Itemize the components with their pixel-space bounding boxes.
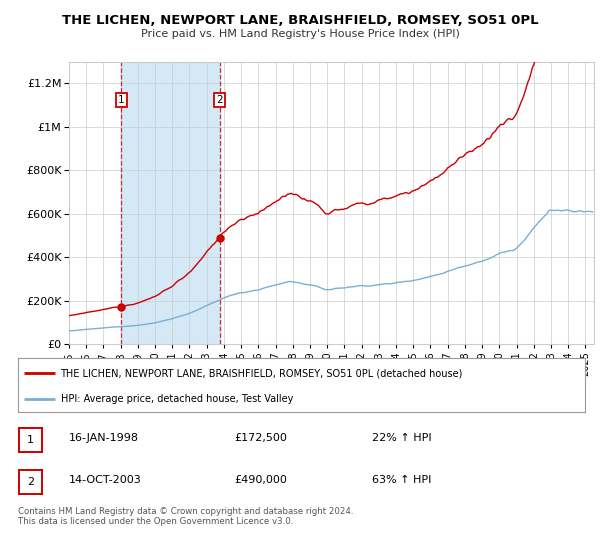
Bar	[121, 62, 220, 344]
Text: 14-OCT-2003: 14-OCT-2003	[69, 475, 142, 485]
Text: THE LICHEN, NEWPORT LANE, BRAISHFIELD, ROMSEY, SO51 0PL (detached house): THE LICHEN, NEWPORT LANE, BRAISHFIELD, R…	[61, 368, 463, 379]
Text: 63% ↑ HPI: 63% ↑ HPI	[372, 475, 431, 485]
Text: 2: 2	[217, 95, 223, 105]
Text: Contains HM Land Registry data © Crown copyright and database right 2024.
This d: Contains HM Land Registry data © Crown c…	[18, 507, 353, 526]
Text: 16-JAN-1998: 16-JAN-1998	[69, 433, 139, 443]
Text: HPI: Average price, detached house, Test Valley: HPI: Average price, detached house, Test…	[61, 394, 293, 404]
Text: 1: 1	[118, 95, 125, 105]
Text: Price paid vs. HM Land Registry's House Price Index (HPI): Price paid vs. HM Land Registry's House …	[140, 29, 460, 39]
Text: £172,500: £172,500	[234, 433, 287, 443]
Text: £490,000: £490,000	[234, 475, 287, 485]
Text: 1: 1	[27, 435, 34, 445]
Text: 22% ↑ HPI: 22% ↑ HPI	[372, 433, 431, 443]
Text: 2: 2	[27, 477, 34, 487]
Text: THE LICHEN, NEWPORT LANE, BRAISHFIELD, ROMSEY, SO51 0PL: THE LICHEN, NEWPORT LANE, BRAISHFIELD, R…	[62, 14, 538, 27]
